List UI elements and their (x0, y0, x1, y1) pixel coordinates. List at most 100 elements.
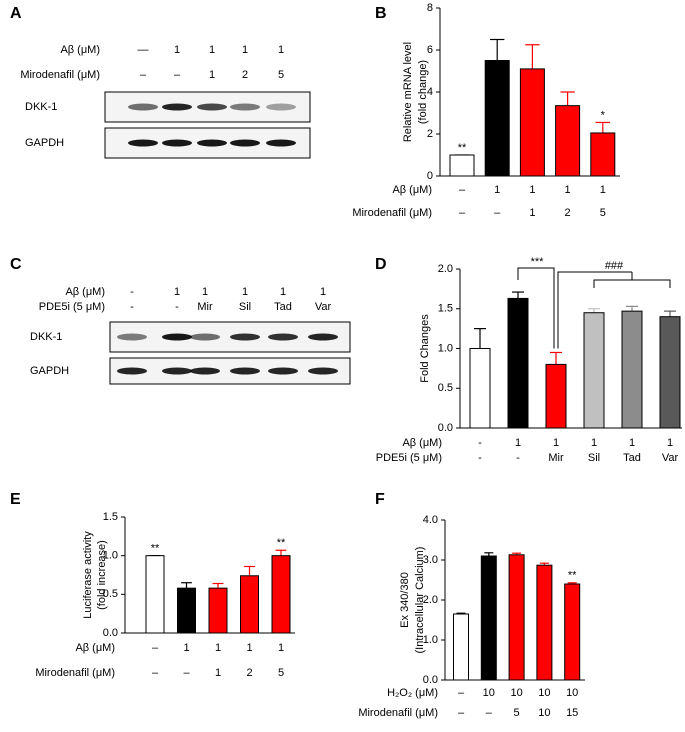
condition-value: 5 (278, 69, 284, 81)
y-axis-title: Relative mRNA level (402, 42, 414, 142)
condition-label: Aβ (μM) (60, 44, 100, 56)
condition-value: Tad (623, 452, 641, 464)
condition-value: – (459, 184, 466, 196)
bar (469, 348, 491, 429)
condition-label: Mirodenafil (μM) (352, 207, 432, 219)
condition-value: 1 (209, 69, 215, 81)
condition-value: Sil (588, 452, 600, 464)
condition-value: 1 (494, 184, 500, 196)
condition-value: 1 (515, 437, 521, 449)
panel-label: D (375, 256, 387, 273)
condition-value: 1 (174, 286, 180, 298)
condition-label: Aβ (μM) (75, 642, 115, 654)
y-tick-label: 0 (427, 170, 433, 182)
condition-value: Mir (548, 452, 564, 464)
band (117, 367, 147, 375)
y-axis-title: (Intracellular Calcium) (414, 547, 426, 654)
band (162, 139, 192, 147)
condition-value: 1 (202, 286, 208, 298)
band (197, 103, 227, 111)
panel-label: F (375, 491, 385, 508)
condition-value: 1 (600, 184, 606, 196)
condition-value: 1 (565, 184, 571, 196)
band (162, 367, 192, 375)
y-axis-title: (fold increase) (96, 540, 108, 610)
bracket (517, 267, 555, 349)
y-tick-label: 6 (427, 44, 433, 56)
y-axis-title: Luciferase activity (82, 531, 94, 619)
y-tick-label: 2 (427, 128, 433, 140)
significance: * (601, 109, 606, 121)
y-tick-label: 4 (427, 86, 433, 98)
condition-value: - (478, 452, 482, 464)
condition-value: 1 (529, 184, 535, 196)
y-axis-title: Ex 340/380 (399, 572, 411, 628)
bar (271, 555, 291, 634)
y-tick-label: 1.0 (438, 342, 453, 354)
band (162, 333, 192, 341)
significance: ** (568, 570, 577, 582)
condition-value: 1 (209, 44, 215, 56)
condition-value: 10 (566, 687, 578, 699)
bar (590, 132, 616, 177)
bar (208, 587, 228, 634)
y-axis-title: Fold Changes (419, 314, 431, 383)
condition-value: 1 (242, 286, 248, 298)
condition-value: Var (662, 452, 679, 464)
condition-value: Mir (197, 301, 213, 313)
condition-value: – (459, 207, 466, 219)
y-tick-label: 2.0 (438, 263, 453, 275)
condition-label: Aβ (μM) (402, 437, 442, 449)
panel-label: B (375, 5, 387, 22)
condition-value: - (478, 437, 482, 449)
condition-value: 10 (483, 687, 495, 699)
condition-value: 1 (553, 437, 559, 449)
band-label: DKK-1 (25, 101, 57, 113)
band (268, 367, 298, 375)
significance: ** (277, 537, 286, 549)
significance: ** (151, 543, 160, 555)
condition-value: 1 (246, 642, 252, 654)
bar (453, 613, 469, 681)
band (266, 103, 296, 111)
condition-value: 1 (280, 286, 286, 298)
condition-value: 2 (242, 69, 248, 81)
condition-value: 1 (591, 437, 597, 449)
condition-value: 10 (538, 687, 550, 699)
bracket-label: *** (531, 256, 545, 268)
y-tick-label: 3.0 (423, 554, 438, 566)
bar (659, 316, 681, 429)
y-tick-label: 0.0 (103, 627, 118, 639)
bar (484, 60, 510, 177)
condition-value: 10 (538, 707, 550, 719)
panel-label: E (10, 491, 21, 508)
y-tick-label: 2.0 (423, 594, 438, 606)
condition-value: 1 (667, 437, 673, 449)
bar (507, 297, 529, 429)
condition-value: – (458, 707, 465, 719)
y-tick-label: 8 (427, 2, 433, 14)
band-label: GAPDH (25, 137, 64, 149)
condition-value: – (174, 69, 181, 81)
band (268, 333, 298, 341)
band (230, 333, 260, 341)
band (190, 333, 220, 341)
band (128, 139, 158, 147)
bar (621, 310, 643, 429)
bar (583, 312, 605, 429)
y-tick-label: 0.5 (103, 588, 118, 600)
condition-value: – (152, 642, 159, 654)
band (128, 103, 158, 111)
bar (240, 575, 259, 634)
band (197, 139, 227, 147)
condition-value: Tad (274, 301, 292, 313)
condition-value: Sil (239, 301, 251, 313)
band (266, 139, 296, 147)
condition-label: Mirodenafil (μM) (20, 69, 100, 81)
condition-label: Mirodenafil (μM) (35, 667, 115, 679)
bar (536, 564, 553, 681)
bar (519, 68, 545, 177)
condition-label: Mirodenafil (μM) (358, 707, 438, 719)
bar (545, 363, 567, 429)
